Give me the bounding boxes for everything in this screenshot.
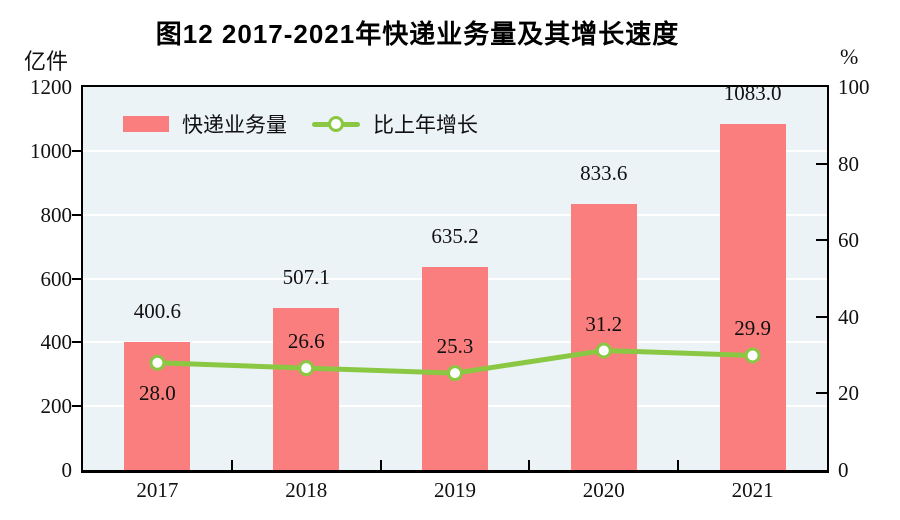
right-axis-tick — [816, 392, 827, 395]
right-axis-unit-label: % — [840, 44, 859, 69]
legend-line-marker — [328, 116, 344, 132]
right-axis-tick — [816, 315, 827, 318]
bar — [570, 203, 637, 470]
right-axis-tick-label: 100 — [838, 75, 870, 99]
legend-line-swatch — [312, 116, 360, 132]
chart-title: 图12 2017-2021年快递业务量及其增长速度 — [155, 19, 680, 49]
bar — [273, 308, 340, 470]
right-axis-tick-label: 80 — [838, 151, 859, 176]
plot-area: 快递业务量 比上年增长 400.6 507.1 635.2 833.6 1083.0 28… — [81, 81, 829, 473]
legend: 快递业务量 比上年增长 — [123, 109, 478, 139]
left-axis-tick — [72, 405, 83, 408]
x-axis-category-label: 2017 — [136, 478, 179, 502]
x-axis-tick — [677, 460, 680, 470]
left-axis-tick-label: 0 — [61, 458, 73, 482]
line-marker — [447, 365, 463, 382]
left-axis-tick-label: 600 — [40, 266, 73, 291]
x-axis-category-label: 2019 — [434, 478, 476, 502]
growth-value-label: 31.2 — [585, 311, 623, 336]
x-axis-tick — [379, 460, 382, 470]
x-axis-category-label: 2018 — [285, 478, 328, 502]
line-marker — [298, 360, 315, 377]
growth-value-label: 29.9 — [734, 316, 771, 341]
bar — [719, 124, 786, 470]
bar-value-label: 507.1 — [282, 265, 330, 290]
bar-value-label: 833.6 — [580, 160, 628, 185]
legend-bar-label: 快递业务量 — [182, 113, 287, 137]
right-axis-tick — [816, 162, 827, 165]
gridline — [83, 149, 827, 152]
left-axis-tick-label: 1000 — [30, 138, 72, 163]
growth-value-label: 28.0 — [139, 380, 176, 405]
x-axis-tick — [528, 460, 531, 470]
x-axis-tick — [230, 460, 233, 470]
left-axis-tick — [72, 341, 83, 344]
growth-value-label: 26.6 — [287, 329, 325, 354]
line-marker — [149, 354, 166, 371]
left-axis-unit-label: 亿件 — [24, 49, 69, 74]
line-marker — [744, 347, 761, 364]
right-axis-tick-label: 60 — [838, 228, 859, 253]
legend-bar-swatch — [123, 116, 169, 132]
right-axis-tick-label: 0 — [838, 458, 849, 482]
left-axis-tick-label: 1200 — [30, 75, 72, 99]
legend-line-label: 比上年增长 — [373, 113, 478, 137]
line-marker — [595, 342, 612, 359]
left-axis-tick — [72, 149, 83, 152]
right-axis-tick-label: 20 — [838, 381, 859, 406]
x-axis-category-label: 2021 — [731, 478, 774, 502]
left-axis-tick — [72, 277, 83, 280]
right-axis-tick — [816, 239, 827, 242]
right-axis-tick-label: 40 — [838, 304, 859, 329]
growth-line-layer — [149, 342, 761, 382]
x-axis-category-label: 2020 — [582, 478, 625, 502]
bar-value-label: 1083.0 — [723, 81, 782, 106]
bar-value-label: 400.6 — [133, 299, 182, 324]
bar-value-label: 635.2 — [431, 224, 479, 249]
left-axis-tick-label: 400 — [40, 330, 73, 355]
growth-value-label: 25.3 — [436, 334, 474, 359]
left-axis-tick-label: 200 — [40, 394, 73, 419]
left-axis-tick-label: 800 — [40, 202, 73, 227]
left-axis-tick — [72, 213, 83, 216]
gridline — [83, 213, 827, 216]
